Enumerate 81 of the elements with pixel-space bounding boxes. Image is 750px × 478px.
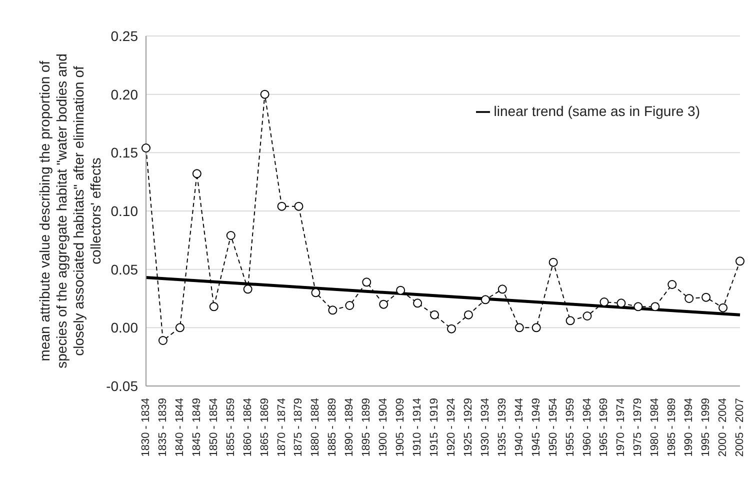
x-tick-label: 1890 - 1894 (344, 398, 356, 457)
point (142, 144, 150, 152)
x-tick-label: 1880 - 1884 (310, 398, 322, 457)
x-tick-label: 1920 - 1924 (445, 398, 458, 457)
y-tick-label: 0.00 (110, 320, 138, 336)
point (446, 324, 456, 334)
point (277, 202, 286, 211)
point (684, 294, 694, 303)
x-tick-label: 1925 - 1929 (462, 398, 474, 457)
y-tick-label: 0.15 (110, 144, 138, 161)
point (464, 310, 473, 320)
point (311, 288, 320, 298)
x-tick-label: 2000 - 2004 (717, 398, 730, 457)
x-tick-label: 1990 - 1994 (683, 398, 696, 457)
x-tick-label: 2005 - 2007 (734, 398, 746, 457)
x-tick-label: 1950 - 1954 (547, 398, 560, 457)
x-tick-label: 1965 - 1969 (598, 398, 610, 457)
point (498, 284, 507, 294)
x-tick-label: 1995 - 1999 (700, 398, 712, 457)
point (480, 295, 490, 304)
point (260, 90, 270, 99)
point (413, 298, 422, 308)
x-tick-label: 1830 - 1834 (140, 398, 152, 457)
x-tick-label: 1870 - 1874 (276, 398, 288, 457)
point (634, 302, 643, 312)
point (226, 231, 236, 240)
x-tick-label: 1855 - 1859 (224, 398, 237, 457)
point (736, 256, 744, 266)
point (616, 298, 626, 308)
y-tick-label: 0.20 (110, 86, 138, 102)
x-tick-label: 1905 - 1909 (394, 398, 407, 457)
y-tick-label: 0.10 (110, 202, 138, 219)
x-tick-label: 1985 - 1989 (666, 398, 678, 457)
x-tick-label: 1885 - 1889 (326, 398, 339, 457)
x-tick-label: 1850 - 1854 (208, 398, 220, 457)
point (379, 300, 388, 309)
y-axis-title: mean attribute value describing the proportion of species of the aggregate habitat "water bodies and closely associated habitats" after elimination of collectors' effects (36, 54, 104, 368)
point (158, 336, 168, 345)
x-tick-label: 1875 - 1879 (292, 398, 305, 457)
point (294, 202, 304, 211)
y-tick-label: -0.05 (106, 378, 138, 394)
x-tick-label: 1860 - 1864 (242, 398, 254, 457)
x-tick-label: 1935 - 1939 (496, 398, 508, 457)
point (192, 169, 202, 178)
point (243, 284, 252, 294)
x-tick-label: 1940 - 1944 (513, 398, 526, 457)
x-tick-label: 1845 - 1849 (190, 398, 203, 457)
point (718, 303, 728, 312)
point (600, 298, 609, 306)
point (362, 278, 372, 287)
point (650, 302, 660, 312)
y-tick-label: 0.25 (110, 28, 138, 44)
point (548, 258, 558, 267)
x-tick-label: 1900 - 1904 (378, 398, 390, 457)
x-tick-label: 1955 - 1959 (564, 398, 576, 457)
point (668, 280, 677, 289)
point (582, 312, 592, 320)
point (566, 316, 575, 326)
x-tick-label: 1840 - 1844 (174, 398, 186, 457)
x-tick-label: 1910 - 1914 (412, 398, 424, 457)
point (209, 302, 218, 312)
point (396, 286, 406, 295)
x-tick-label: 1945 - 1949 (530, 398, 542, 457)
point (430, 310, 440, 320)
point (345, 301, 354, 310)
x-tick-label: 1980 - 1984 (649, 398, 662, 457)
x-tick-label: 1970 - 1974 (615, 398, 628, 457)
point (328, 306, 338, 315)
x-tick-label: 1835 - 1839 (156, 398, 169, 457)
point (514, 323, 524, 332)
legend-label: linear trend (same as in Figure 3) (494, 103, 700, 119)
x-tick-label: 1865 - 1869 (258, 398, 271, 457)
point (175, 323, 184, 332)
x-tick-label: 1915 - 1919 (428, 398, 441, 457)
x-tick-label: 1975 - 1979 (632, 398, 644, 457)
point (532, 323, 541, 332)
point (702, 292, 711, 302)
x-tick-label: 1895 - 1899 (360, 398, 373, 457)
x-tick-label: 1930 - 1934 (479, 398, 492, 457)
y-tick-label: 0.05 (110, 261, 138, 278)
x-tick-label: 1960 - 1964 (581, 398, 594, 457)
